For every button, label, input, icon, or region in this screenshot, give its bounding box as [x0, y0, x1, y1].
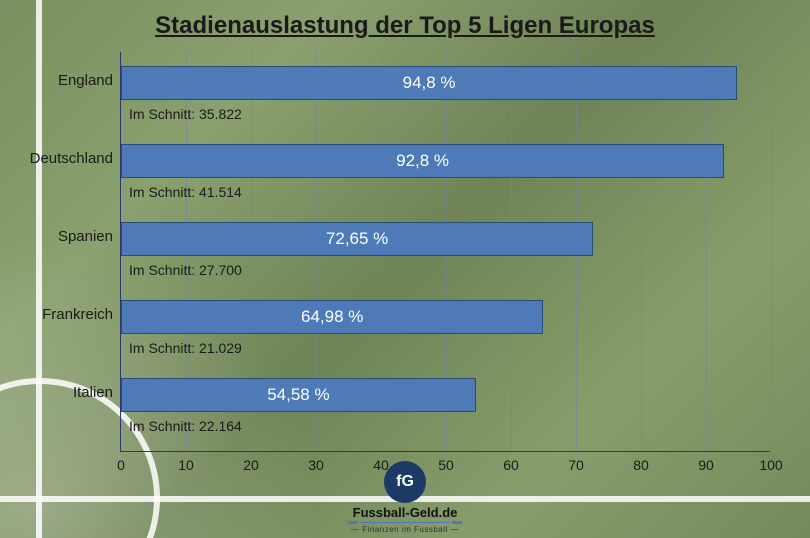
bar-row: Deutschland92,8 %Im Schnitt: 41.514 — [121, 140, 770, 212]
bar: 64,98 % — [121, 300, 543, 334]
bar: 94,8 % — [121, 66, 737, 100]
bar-subtext: Im Schnitt: 35.822 — [129, 106, 242, 122]
x-tick-label: 70 — [568, 457, 584, 473]
x-tick-label: 20 — [243, 457, 259, 473]
bar-row: Italien54,58 %Im Schnitt: 22.164 — [121, 374, 770, 446]
x-tick-label: 30 — [308, 457, 324, 473]
logo-subtext: — Finanzen im Fussball — — [351, 525, 459, 534]
y-axis-label: Frankreich — [9, 306, 113, 323]
bar: 92,8 % — [121, 144, 724, 178]
bar-subtext: Im Schnitt: 27.700 — [129, 262, 242, 278]
x-tick-label: 0 — [117, 457, 125, 473]
bar: 54,58 % — [121, 378, 476, 412]
bar-row: England94,8 %Im Schnitt: 35.822 — [121, 62, 770, 134]
bar-subtext: Im Schnitt: 21.029 — [129, 340, 242, 356]
x-tick-label: 60 — [503, 457, 519, 473]
x-tick-label: 100 — [759, 457, 782, 473]
bar-row: Frankreich64,98 %Im Schnitt: 21.029 — [121, 296, 770, 368]
bar-subtext: Im Schnitt: 22.164 — [129, 418, 242, 434]
y-axis-label: England — [9, 72, 113, 89]
logo-monogram-icon: fG — [384, 461, 426, 503]
chart-title: Stadienauslastung der Top 5 Ligen Europa… — [0, 12, 810, 40]
chart-canvas: Stadienauslastung der Top 5 Ligen Europa… — [0, 0, 810, 538]
y-axis-label: Italien — [9, 384, 113, 401]
bar-row: Spanien72,65 %Im Schnitt: 27.700 — [121, 218, 770, 290]
source-logo: fG Fussball-Geld.de — Finanzen im Fussba… — [351, 461, 459, 534]
bar: 72,65 % — [121, 222, 593, 256]
bar-subtext: Im Schnitt: 41.514 — [129, 184, 242, 200]
logo-text: Fussball-Geld.de — [351, 505, 459, 520]
y-axis-label: Spanien — [9, 228, 113, 245]
x-tick-label: 80 — [633, 457, 649, 473]
logo-divider — [360, 522, 450, 523]
x-tick-label: 90 — [698, 457, 714, 473]
plot-area: 0102030405060708090100England94,8 %Im Sc… — [120, 52, 770, 452]
gridline — [771, 52, 772, 451]
x-tick-label: 10 — [178, 457, 194, 473]
y-axis-label: Deutschland — [9, 150, 113, 167]
